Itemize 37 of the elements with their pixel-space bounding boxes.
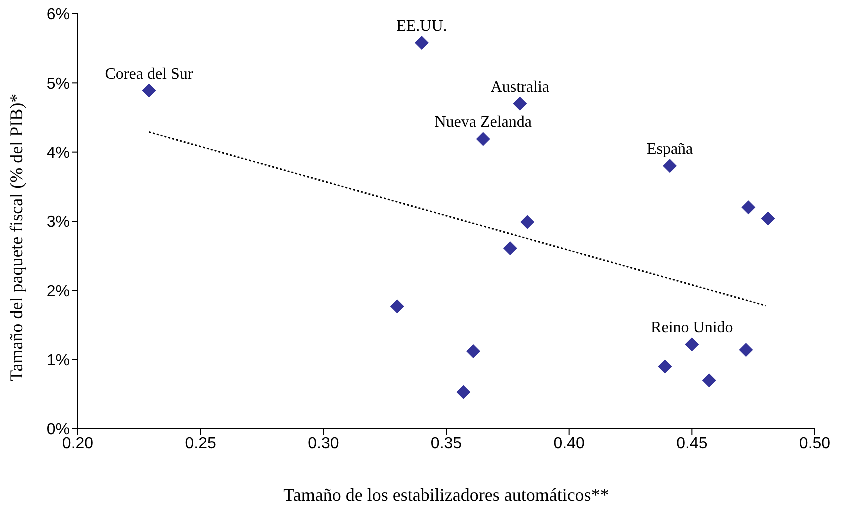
point [456,385,471,400]
point [414,36,429,50]
point [702,374,716,388]
point [466,344,481,359]
y-tick-label: 3% [46,214,70,232]
point [658,360,672,374]
y-tick-label: 6% [46,6,70,24]
annotation: España [646,141,694,158]
x-tick-label: 0.30 [308,435,340,452]
x-axis-title: Tamaño de los estabilizadores automáticos** [284,485,610,505]
point [476,132,490,146]
x-tick-label: 0.50 [799,435,831,452]
point [739,343,754,358]
point [503,241,518,256]
x-tick-label: 0.25 [185,435,217,452]
point [761,212,776,226]
point [520,215,535,230]
annotation: Nueva Zelanda [434,114,532,132]
y-tick-label: 4% [46,145,70,162]
point [663,159,678,174]
point [513,96,528,111]
y-tick-label: 1% [46,352,70,370]
annotation: Corea del Sur [105,66,194,83]
y-axis-title: Tamaño del paquete fiscal (% del PIB)* [6,94,26,382]
annotation: EE.UU. [396,18,448,36]
annotation: Australia [490,78,550,96]
point [685,338,700,352]
y-tick-label: 2% [46,283,70,300]
x-tick-label: 0.40 [554,435,586,452]
x-tick-label: 0.20 [62,435,94,452]
annotation: Reino Unido [651,320,734,337]
point [742,200,756,215]
x-tick-label: 0.35 [430,435,462,452]
x-tick-label: 0.45 [676,435,708,452]
point [390,300,404,314]
y-tick-label: 5% [46,76,70,93]
point [142,84,156,98]
